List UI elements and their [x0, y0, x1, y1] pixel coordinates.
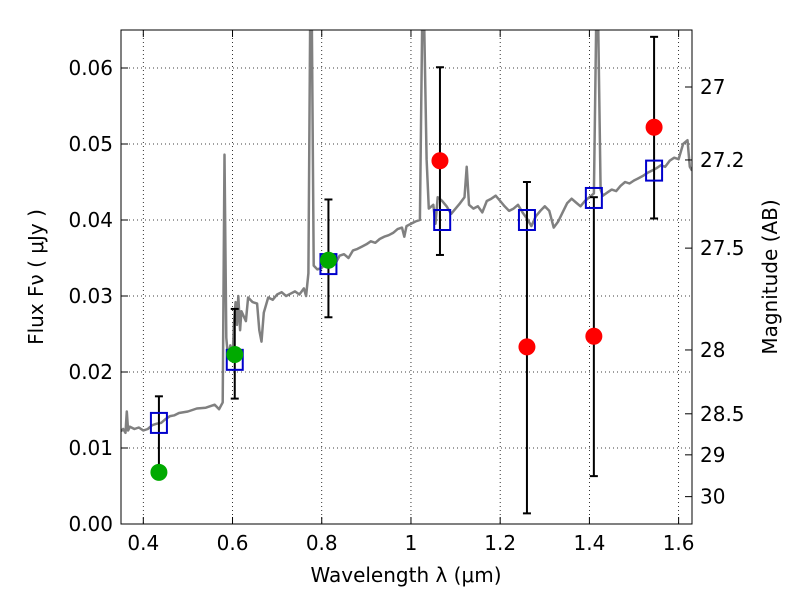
- right-axis-ticks: 27 27.2 27.5 28 28.5 29 30: [685, 75, 745, 509]
- model-photometry-square: [149, 411, 168, 434]
- y-axis-label: Flux Fν ( μJy ): [24, 209, 48, 345]
- x-tick-label: 1.4: [573, 531, 605, 555]
- x-tick-label: 1.6: [663, 531, 695, 555]
- x-tick-label: 1: [405, 531, 418, 555]
- observed-photometry-point: [645, 118, 663, 136]
- model-photometry-square: [584, 186, 603, 209]
- y-axis-ticks: 0.00 0.01 0.02 0.03 0.04 0.05 0.06: [68, 56, 128, 536]
- y-tick-label: 0.01: [68, 436, 113, 460]
- x-axis-ticks: 0.4 0.6 0.8 1 1.2 1.4 1.6: [127, 30, 695, 555]
- y-tick-label: 0.06: [68, 56, 113, 80]
- right-tick-label: 27.2: [700, 148, 745, 172]
- observed-photometry: [150, 118, 663, 481]
- x-axis-label: Wavelength λ (μm): [310, 563, 501, 587]
- x-tick-label: 0.8: [306, 531, 338, 555]
- observed-photometry-point: [226, 346, 244, 364]
- plot-area: [121, 30, 692, 524]
- y-tick-label: 0.00: [68, 512, 113, 536]
- plot-frame: [120, 29, 693, 525]
- model-photometry-square: [517, 209, 536, 231]
- x-tick-label: 0.6: [217, 531, 249, 555]
- x-tick-label: 1.2: [484, 531, 516, 555]
- y-tick-label: 0.03: [68, 284, 113, 308]
- y-tick-label: 0.04: [68, 208, 113, 232]
- observed-photometry-point: [585, 327, 603, 345]
- sed-layer: [121, 30, 692, 435]
- observed-photometry-point: [319, 251, 337, 269]
- right-tick-label: 27.5: [700, 236, 745, 260]
- sed-model-line: [121, 30, 692, 435]
- right-tick-label: 30: [700, 485, 725, 509]
- observed-photometry-point: [431, 152, 449, 170]
- right-tick-label: 28: [700, 338, 725, 362]
- y-tick-label: 0.05: [68, 132, 113, 156]
- right-axis-label: Magnitude (AB): [758, 199, 782, 354]
- observed-photometry-point: [518, 338, 536, 356]
- right-tick-label: 29: [700, 443, 725, 467]
- x-tick-label: 0.4: [127, 531, 159, 555]
- model-photometry-square: [433, 209, 452, 231]
- model-photometry-square: [645, 159, 664, 182]
- right-tick-label: 28.5: [700, 402, 745, 426]
- y-tick-label: 0.02: [68, 360, 113, 384]
- model-photometry: [149, 159, 664, 434]
- right-tick-label: 27: [700, 75, 725, 99]
- observed-photometry-point: [150, 463, 168, 481]
